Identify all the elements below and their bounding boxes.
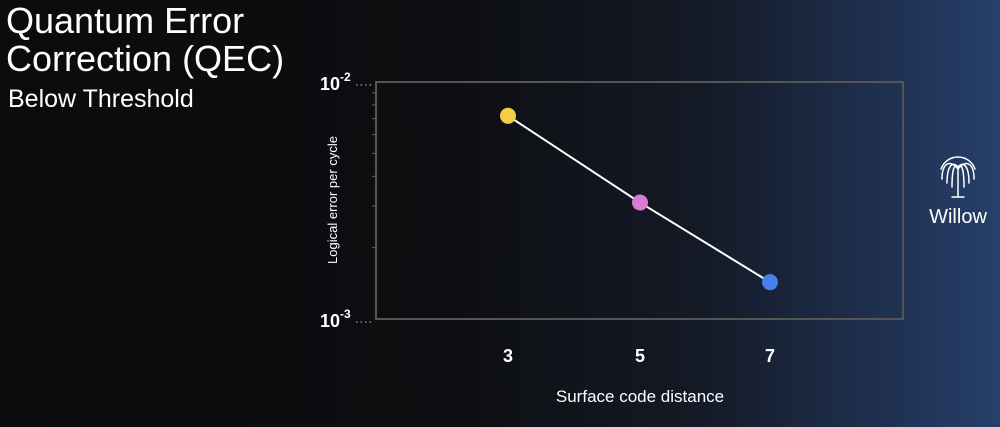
data-point-d7 <box>762 274 778 291</box>
slide-title-line-2: Correction (QEC) <box>6 38 285 79</box>
willow-tree-icon <box>940 156 976 198</box>
willow-label: Willow <box>929 206 987 228</box>
slide-title-line-1: Quantum Error <box>6 0 245 41</box>
willow-badge: Willow <box>916 155 1000 229</box>
x-axis-label: Surface code distance <box>556 387 724 406</box>
data-point-d3 <box>500 107 516 124</box>
slide-title: Quantum Error Correction (QEC) <box>6 2 284 78</box>
plot-frame <box>375 81 904 320</box>
y-axis-label: Logical error per cycle <box>325 136 340 264</box>
x-tick-label-7: 7 <box>765 346 775 366</box>
y-axis-ticks: 10-2 10-3 <box>320 70 376 331</box>
y-tick-label-1: 10-3 <box>320 307 351 331</box>
x-axis-ticks: 3 5 7 <box>503 346 775 366</box>
series-group <box>500 107 778 291</box>
x-tick-label-5: 5 <box>635 346 645 366</box>
data-point-d5 <box>632 194 648 211</box>
x-tick-label-3: 3 <box>503 346 513 366</box>
y-tick-label-0: 10-2 <box>320 70 351 94</box>
slide-subtitle: Below Threshold <box>8 85 194 113</box>
